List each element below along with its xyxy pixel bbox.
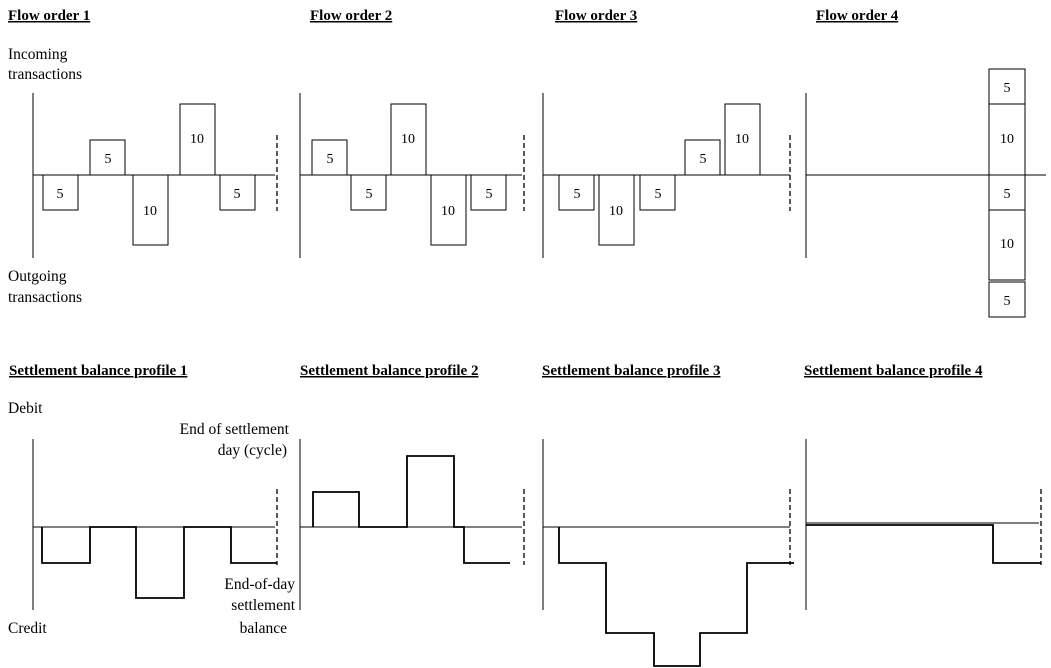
transaction-box: 5 — [470, 174, 507, 211]
profile-panel-4: Settlement balance profile 4 — [804, 363, 1042, 610]
transaction-value: 5 — [57, 187, 64, 202]
profile-panel-title: Settlement balance profile 3 — [542, 363, 720, 379]
transaction-box: 5 — [988, 174, 1026, 211]
transaction-value: 5 — [234, 187, 241, 202]
balance-profile-line — [41, 526, 277, 599]
profile-panel-title: Settlement balance profile 1 — [9, 363, 187, 379]
transaction-box: 5 — [89, 139, 126, 176]
transaction-box: 5 — [558, 174, 595, 211]
transaction-box: 5 — [639, 174, 676, 211]
transaction-box: 5 — [988, 68, 1026, 105]
outgoing-label-line1: Outgoing — [8, 268, 67, 285]
profile-panel-title: Settlement balance profile 2 — [300, 363, 478, 379]
profile-panel-2: Settlement balance profile 2 — [299, 363, 525, 610]
profile-panel-1: Settlement balance profile 1 — [9, 363, 278, 610]
transaction-value: 10 — [1000, 237, 1014, 252]
transaction-value: 5 — [327, 152, 334, 167]
end-of-day-label-line1: End of settlement — [180, 421, 290, 438]
incoming-label-line1: Incoming — [8, 46, 68, 63]
transaction-value: 10 — [190, 132, 204, 147]
transaction-value: 5 — [486, 187, 493, 202]
balance-profile-line — [558, 527, 794, 667]
transaction-value: 5 — [105, 152, 112, 167]
profile-panel-3: Settlement balance profile 3 — [542, 363, 794, 667]
debit-label: Debit — [8, 400, 43, 417]
end-of-day-label-line2: day (cycle) — [218, 442, 287, 459]
outgoing-label-line2: transactions — [8, 289, 82, 306]
credit-label: Credit — [8, 620, 47, 637]
eod-balance-label-line2: settlement — [231, 597, 295, 614]
transaction-box: 10 — [598, 174, 635, 246]
transaction-box: 10 — [179, 103, 216, 176]
eod-balance-label-line3: balance — [240, 620, 287, 637]
transaction-box: 10 — [724, 103, 761, 176]
flow-panel-title: Flow order 2 — [310, 8, 392, 24]
transaction-value: 5 — [1004, 81, 1011, 96]
flow-panel-title: Flow order 1 — [8, 8, 90, 24]
transaction-box: 5 — [350, 174, 387, 211]
balance-profile-line — [312, 455, 510, 564]
flow-panel-1: Flow order 1 5 5 10 10 5 — [8, 8, 278, 258]
flow-panel-2: Flow order 2 5 5 10 10 5 — [299, 8, 525, 258]
flow-panel-4: Flow order 4 5 10 5 10 5 — [805, 8, 1046, 318]
transaction-value: 5 — [1004, 294, 1011, 309]
flow-panel-3: Flow order 3 5 10 5 5 10 — [542, 8, 791, 258]
eod-balance-label-line1: End-of-day — [224, 576, 295, 593]
transaction-value: 10 — [735, 132, 749, 147]
balance-profile-line — [806, 524, 1041, 564]
transaction-box: 10 — [390, 103, 427, 176]
transaction-value: 5 — [366, 187, 373, 202]
transaction-value: 10 — [143, 204, 157, 219]
transaction-value: 10 — [401, 132, 415, 147]
profile-panel-title: Settlement balance profile 4 — [804, 363, 983, 379]
transaction-value: 10 — [1000, 132, 1014, 147]
incoming-label-line2: transactions — [8, 66, 82, 83]
transaction-box: 5 — [988, 281, 1026, 318]
transaction-box: 5 — [42, 174, 79, 211]
transaction-box: 10 — [430, 174, 467, 246]
transaction-box: 10 — [988, 103, 1026, 176]
transaction-box: 10 — [132, 174, 169, 246]
transaction-box: 5 — [311, 139, 348, 176]
transaction-value: 10 — [441, 204, 455, 219]
transaction-value: 5 — [700, 152, 707, 167]
flow-panel-title: Flow order 4 — [816, 8, 899, 24]
transaction-box: 5 — [684, 139, 721, 176]
transaction-value: 5 — [574, 187, 581, 202]
transaction-value: 10 — [609, 204, 623, 219]
transaction-value: 5 — [655, 187, 662, 202]
transaction-box: 10 — [988, 209, 1026, 281]
transaction-value: 5 — [1004, 187, 1011, 202]
transaction-box: 5 — [219, 174, 256, 211]
flow-panel-title: Flow order 3 — [555, 8, 637, 24]
